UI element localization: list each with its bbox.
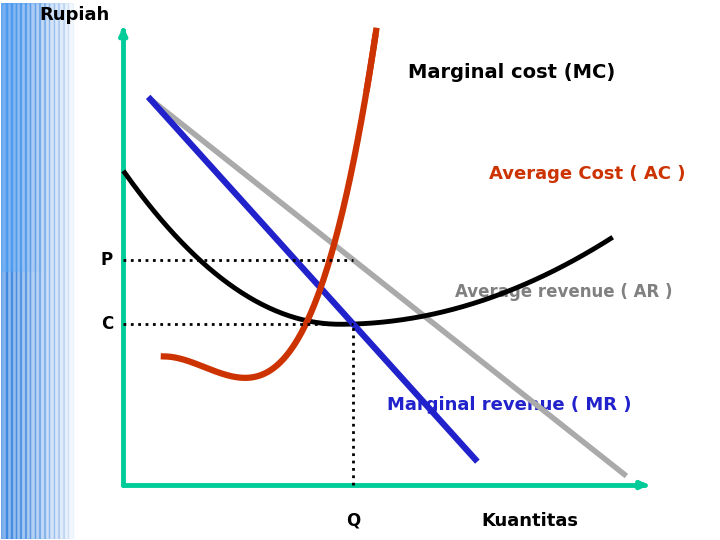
Text: Rupiah: Rupiah (40, 6, 109, 24)
Text: Kuantitas: Kuantitas (481, 512, 578, 530)
Text: Marginal cost (MC): Marginal cost (MC) (408, 63, 615, 82)
Bar (30, 3, 35, 538)
Bar (44, 3, 50, 538)
Bar (30, 3, 35, 271)
Text: P: P (101, 251, 113, 269)
Text: Q: Q (346, 512, 361, 530)
Bar (58, 3, 63, 538)
Bar (16, 3, 21, 538)
Bar (1, 3, 6, 271)
Bar (49, 3, 54, 538)
Bar (16, 3, 21, 271)
Bar (20, 3, 26, 538)
Bar (25, 3, 30, 271)
Bar (20, 3, 26, 271)
Bar (63, 3, 68, 538)
Bar (35, 3, 40, 271)
Text: Average Cost ( AC ): Average Cost ( AC ) (489, 165, 685, 183)
Bar (11, 3, 17, 271)
Bar (40, 3, 45, 538)
Bar (25, 3, 30, 538)
Text: Marginal revenue ( MR ): Marginal revenue ( MR ) (387, 396, 631, 414)
Text: C: C (101, 315, 113, 333)
Bar (6, 3, 12, 271)
Text: Average revenue ( AR ): Average revenue ( AR ) (455, 283, 672, 301)
Bar (35, 3, 40, 538)
Bar (6, 3, 12, 538)
Bar (11, 3, 17, 538)
Bar (53, 3, 59, 538)
Bar (1, 3, 6, 538)
Bar (68, 3, 73, 538)
